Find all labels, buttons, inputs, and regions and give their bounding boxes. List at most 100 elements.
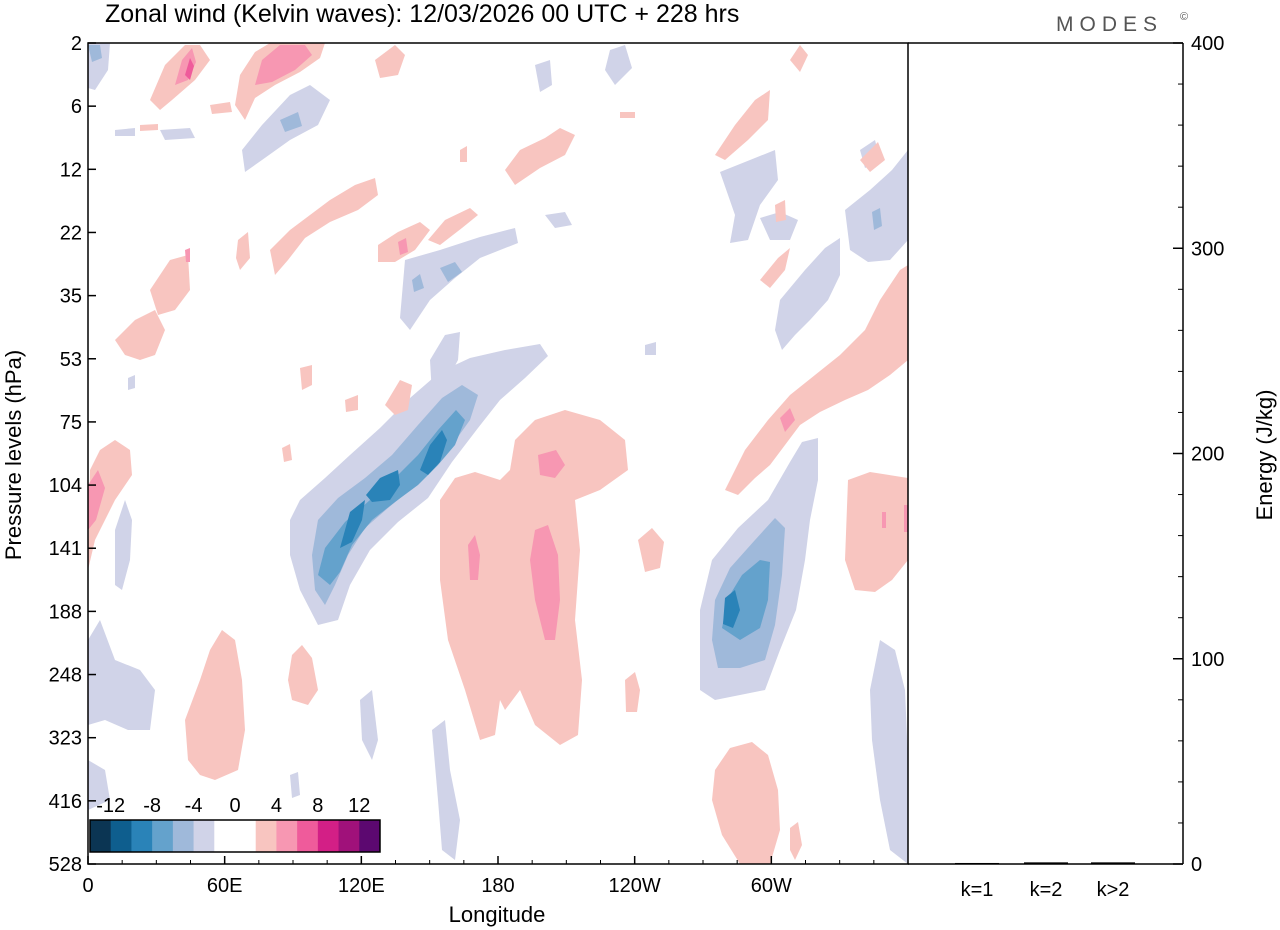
colorbar-swatch [214, 820, 236, 852]
colorbar-label: -12 [96, 795, 125, 817]
pos-region [638, 528, 664, 572]
x-tick-label: 0 [82, 875, 93, 897]
neg-region [115, 500, 132, 590]
pressure-axis-ticks: 2 6 12 22 35 53 75 104 141 188 248 323 416 528 [49, 33, 96, 876]
neg-region [870, 640, 908, 864]
y-tick-label: 6 [71, 96, 82, 118]
pos-region [790, 822, 802, 860]
pos-region [255, 45, 312, 85]
energy-axis-ticks: 0 100 200 300 400 [1173, 33, 1224, 876]
neg-region [88, 620, 155, 730]
neg-region [115, 128, 135, 136]
pos-region [715, 90, 770, 160]
positive-anomaly-regions [88, 43, 908, 864]
neg-region [366, 470, 400, 502]
neg-region [872, 208, 882, 230]
pos-region [625, 672, 640, 712]
pos-region [790, 45, 808, 72]
pos-region [845, 472, 908, 592]
colorbar-swatch [90, 820, 112, 852]
x-axis-label: Longitude [449, 902, 546, 927]
energy-bar [955, 862, 999, 865]
colorbar-swatch [172, 820, 195, 852]
neg-region [412, 274, 424, 292]
neg-region [845, 150, 908, 262]
pos-region [88, 440, 132, 570]
energy-tick-label: 300 [1191, 238, 1224, 260]
neg-region [720, 150, 778, 243]
pos-region [775, 200, 786, 222]
pos-region [282, 444, 292, 462]
y-tick-label: 323 [49, 728, 82, 750]
pos-region [385, 380, 412, 415]
modes-logo-mark: © [1180, 11, 1188, 23]
pos-region [398, 238, 408, 255]
pos-region [460, 146, 467, 162]
colorbar-swatch [276, 820, 298, 852]
energy-categories: k=1 k=2 k>2 [961, 879, 1130, 901]
colorbar-label: 0 [229, 795, 240, 817]
neg-region [88, 45, 102, 62]
neg-region [420, 430, 447, 475]
y-tick-label: 2 [71, 33, 82, 55]
colorbar-swatch [152, 820, 174, 852]
energy-bars [955, 862, 1135, 865]
pos-region [505, 128, 575, 185]
neg-region [430, 332, 460, 395]
y-tick-label: 188 [49, 601, 82, 623]
x-tick-label: 120E [338, 875, 385, 897]
neg-region [760, 212, 798, 240]
y-tick-label: 12 [60, 159, 82, 181]
pos-region [860, 142, 885, 172]
neg-region [775, 238, 840, 350]
pos-region [185, 248, 190, 262]
y-tick-label: 22 [60, 222, 82, 244]
colorbar-swatch [317, 820, 340, 852]
neg-region [545, 212, 572, 228]
pos-region [345, 395, 358, 412]
neg-region [128, 375, 135, 390]
pos-region [538, 450, 565, 478]
y-tick-label: 528 [49, 854, 82, 876]
pos-region [725, 265, 908, 495]
neg-region [535, 60, 552, 92]
colorbar-label: -8 [143, 795, 161, 817]
pos-region [882, 512, 886, 528]
neg-region [360, 690, 378, 760]
energy-bar [1091, 862, 1135, 864]
neg-region [290, 344, 548, 625]
pos-region [780, 408, 795, 432]
pos-region [468, 535, 480, 580]
negative-anomaly-regions [88, 43, 908, 864]
modes-logo: MODES [1056, 13, 1163, 36]
longitude-axis-ticks: 0 60E 120E 180 120W 60W [82, 856, 875, 897]
pos-region [428, 208, 478, 245]
neg-region [400, 228, 518, 330]
neg-region [440, 262, 462, 282]
pos-region [185, 630, 245, 780]
y-tick-label: 141 [49, 538, 82, 560]
neg-region [280, 112, 302, 132]
pos-region [375, 45, 405, 78]
pos-region [236, 232, 250, 270]
neg-region [432, 720, 460, 860]
pos-region [270, 178, 378, 275]
colorbar-swatch [193, 820, 215, 852]
y-tick-label: 35 [60, 286, 82, 308]
zonal-wind-field [88, 43, 908, 864]
pos-region [140, 124, 158, 131]
pos-region [115, 310, 165, 360]
x-tick-label: 180 [481, 875, 514, 897]
pos-region [210, 102, 232, 114]
energy-bar [1024, 862, 1068, 864]
pos-region [175, 48, 196, 85]
neg-region [88, 760, 110, 810]
colorbar-swatch [297, 820, 319, 852]
energy-category-label: k=2 [1030, 879, 1063, 901]
y-axis-label: Pressure levels (hPa) [1, 350, 26, 560]
colorbar-swatch [110, 820, 132, 852]
energy-axis-label: Energy (J/kg) [1252, 390, 1277, 521]
neg-region [160, 128, 195, 140]
colorbar-swatch [255, 820, 277, 852]
colorbar-label: 4 [271, 795, 282, 817]
